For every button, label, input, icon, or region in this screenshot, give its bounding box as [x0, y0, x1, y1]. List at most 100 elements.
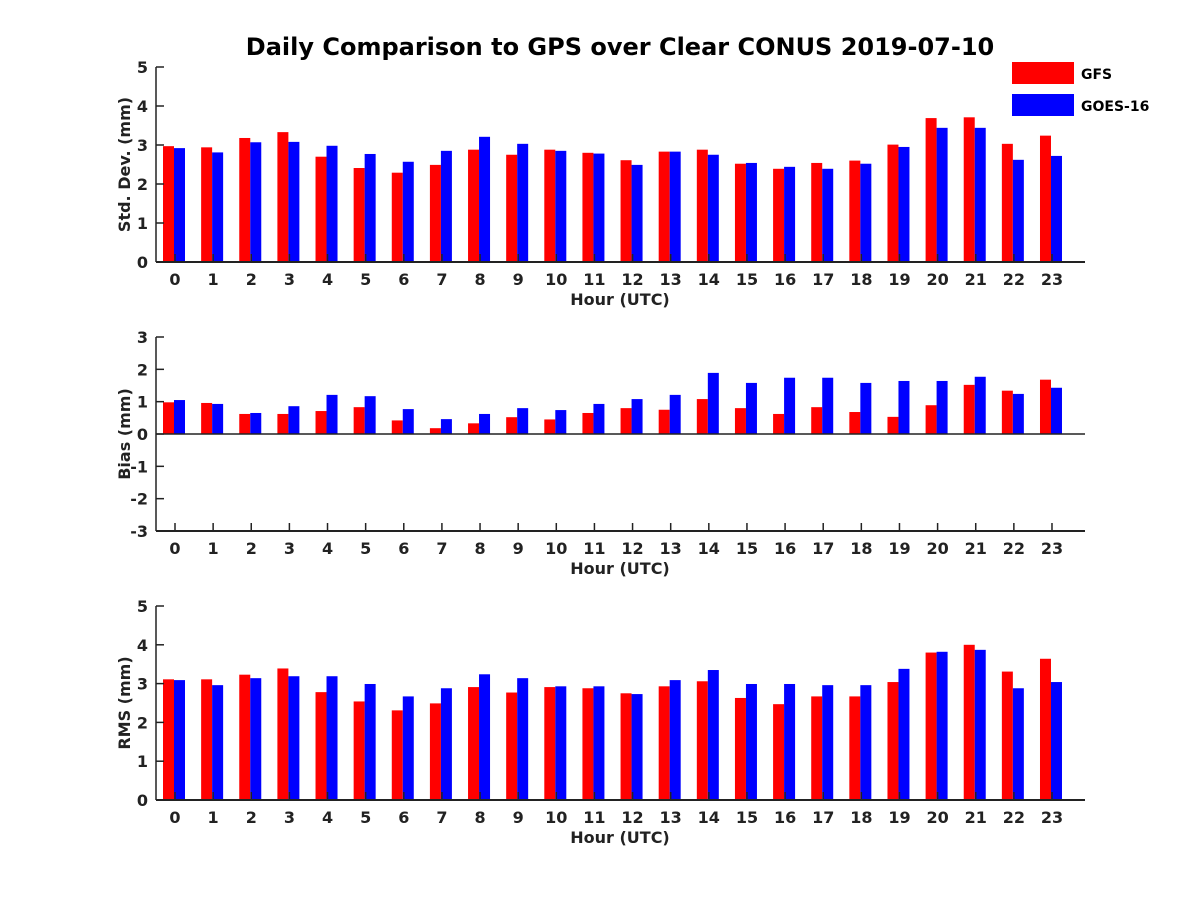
ytick-label-rms-1: 1 [137, 752, 148, 771]
bar-rms-gfs-7 [429, 703, 441, 800]
bar-rms-gfs-5 [353, 701, 365, 800]
ytick-label-rms-0: 0 [137, 791, 148, 810]
bar-bias-goes16-16 [784, 377, 796, 434]
xtick-label-rms-22: 22 [1003, 808, 1025, 827]
xtick-label-std-10: 10 [545, 270, 567, 289]
ytick-label-std-5: 5 [137, 58, 148, 77]
bar-bias-gfs-7 [429, 428, 441, 434]
xtick-label-rms-13: 13 [660, 808, 682, 827]
bar-rms-gfs-20 [925, 652, 937, 800]
bar-bias-goes16-13 [669, 394, 681, 434]
bar-std-goes16-17 [822, 168, 834, 262]
bar-rms-goes16-17 [822, 685, 834, 800]
bar-rms-goes16-11 [593, 686, 605, 800]
bar-rms-gfs-0 [163, 679, 174, 800]
legend-label-goes16: GOES-16 [1081, 99, 1149, 115]
ytick-label-std-3: 3 [137, 136, 148, 155]
bar-std-goes16-7 [440, 150, 452, 262]
xtick-label-bias-4: 4 [322, 539, 333, 558]
bar-std-goes16-15 [745, 162, 757, 262]
bar-std-gfs-22 [1001, 143, 1013, 262]
xtick-label-rms-4: 4 [322, 808, 333, 827]
ytick-label-rms-2: 2 [137, 713, 148, 732]
bar-std-gfs-11 [582, 152, 594, 262]
xtick-label-rms-0: 0 [169, 808, 180, 827]
legend-swatch-gfs [1012, 62, 1074, 84]
legend: GFS GOES-16 [1012, 62, 1149, 116]
bar-bias-goes16-4 [326, 394, 338, 434]
bar-std-goes16-20 [936, 127, 948, 262]
bar-std-goes16-5 [364, 153, 376, 262]
bar-std-gfs-4 [315, 156, 327, 262]
bar-rms-gfs-16 [773, 704, 785, 800]
xtick-label-bias-8: 8 [474, 539, 485, 558]
bar-std-goes16-3 [288, 141, 300, 262]
bar-bias-gfs-23 [1039, 379, 1051, 434]
xtick-label-std-21: 21 [965, 270, 987, 289]
xtick-label-std-23: 23 [1041, 270, 1063, 289]
xlabel-bias: Hour (UTC) [570, 559, 670, 578]
bar-rms-goes16-21 [974, 649, 986, 800]
bar-std-goes16-14 [707, 154, 719, 262]
ytick-label-std-0: 0 [137, 253, 148, 272]
bar-rms-gfs-15 [734, 697, 746, 800]
xtick-label-bias-9: 9 [513, 539, 524, 558]
xtick-label-std-15: 15 [736, 270, 758, 289]
bar-std-goes16-4 [326, 145, 338, 262]
bar-rms-gfs-11 [582, 688, 594, 800]
xtick-label-bias-19: 19 [888, 539, 910, 558]
bar-bias-gfs-15 [734, 408, 746, 434]
bar-std-gfs-12 [620, 160, 632, 262]
bar-rms-gfs-21 [963, 644, 975, 800]
bar-bias-gfs-21 [963, 384, 975, 434]
xtick-label-bias-1: 1 [208, 539, 219, 558]
bar-std-goes16-8 [479, 136, 491, 262]
bar-bias-gfs-22 [1001, 390, 1013, 434]
bar-std-goes16-1 [212, 152, 224, 262]
ytick-label-bias-2: 2 [137, 360, 148, 379]
xtick-label-rms-15: 15 [736, 808, 758, 827]
bar-rms-goes16-9 [517, 678, 529, 800]
xtick-label-rms-11: 11 [583, 808, 605, 827]
bar-std-gfs-15 [734, 163, 746, 262]
bar-bias-goes16-18 [860, 382, 872, 434]
xtick-label-rms-21: 21 [965, 808, 987, 827]
bar-bias-goes16-3 [288, 406, 300, 434]
xtick-label-bias-18: 18 [850, 539, 872, 558]
legend-label-gfs: GFS [1081, 67, 1112, 83]
bar-std-gfs-18 [849, 160, 861, 262]
xtick-label-rms-9: 9 [513, 808, 524, 827]
bar-rms-goes16-7 [440, 688, 452, 800]
bar-bias-gfs-18 [849, 412, 861, 434]
bar-rms-goes16-23 [1050, 682, 1062, 800]
xtick-label-std-22: 22 [1003, 270, 1025, 289]
bar-rms-goes16-19 [898, 668, 910, 800]
bar-bias-gfs-4 [315, 411, 327, 434]
ytick-label-bias--1: -1 [130, 457, 148, 476]
bar-std-gfs-5 [353, 168, 365, 262]
xtick-label-bias-20: 20 [926, 539, 948, 558]
xtick-label-std-11: 11 [583, 270, 605, 289]
bar-rms-goes16-13 [669, 680, 681, 800]
xtick-label-rms-18: 18 [850, 808, 872, 827]
legend-swatch-goes16 [1012, 94, 1074, 116]
bar-bias-gfs-2 [239, 413, 251, 434]
bar-std-gfs-2 [239, 137, 251, 262]
bar-bias-goes16-1 [212, 403, 224, 434]
xtick-label-rms-23: 23 [1041, 808, 1063, 827]
bar-bias-goes16-2 [250, 412, 262, 434]
bar-rms-goes16-16 [784, 683, 796, 800]
bar-rms-goes16-22 [1012, 688, 1024, 800]
xtick-label-bias-14: 14 [698, 539, 720, 558]
bar-std-goes16-2 [250, 142, 262, 262]
bar-rms-goes16-20 [936, 651, 948, 800]
ytick-label-rms-4: 4 [137, 636, 148, 655]
bar-rms-goes16-14 [707, 670, 719, 800]
bar-bias-gfs-3 [277, 413, 289, 434]
bar-std-goes16-19 [898, 146, 910, 262]
xtick-label-rms-2: 2 [246, 808, 257, 827]
xtick-label-std-14: 14 [698, 270, 720, 289]
bar-rms-gfs-8 [468, 687, 480, 800]
xtick-label-std-2: 2 [246, 270, 257, 289]
